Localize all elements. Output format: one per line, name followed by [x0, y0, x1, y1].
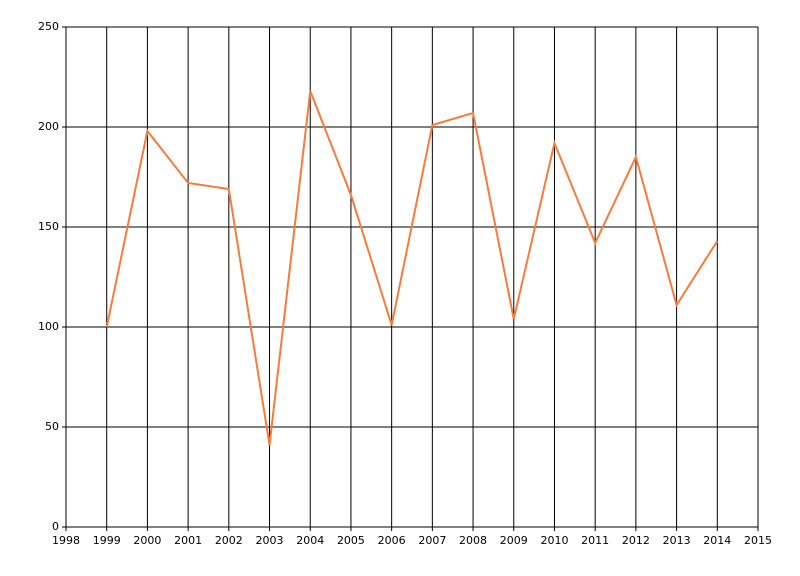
x-tick-label: 2005 [337, 534, 365, 547]
y-tick-label: 150 [38, 220, 59, 233]
x-tick-label: 2009 [500, 534, 528, 547]
x-tick-label: 2010 [540, 534, 568, 547]
x-tick-label: 1998 [52, 534, 80, 547]
y-tick-label: 0 [52, 520, 59, 533]
y-tick-label: 250 [38, 20, 59, 33]
y-tick-label: 200 [38, 120, 59, 133]
x-tick-label: 1999 [93, 534, 121, 547]
series-line [105, 90, 719, 446]
x-tick-label: 2012 [622, 534, 650, 547]
x-tick-label: 2013 [663, 534, 691, 547]
y-tick-label: 50 [45, 420, 59, 433]
y-tick-label: 100 [38, 320, 59, 333]
x-tick-label: 2015 [744, 534, 772, 547]
x-tick-label: 2011 [581, 534, 609, 547]
x-tick-label: 2001 [174, 534, 202, 547]
x-tick-label: 2004 [296, 534, 324, 547]
x-tick-label: 2008 [459, 534, 487, 547]
x-tick-label: 2000 [133, 534, 161, 547]
x-tick-label: 2006 [378, 534, 406, 547]
x-tick-label: 2002 [215, 534, 243, 547]
x-tick-label: 2014 [703, 534, 731, 547]
x-tick-label: 2003 [256, 534, 284, 547]
x-tick-label: 2007 [418, 534, 446, 547]
